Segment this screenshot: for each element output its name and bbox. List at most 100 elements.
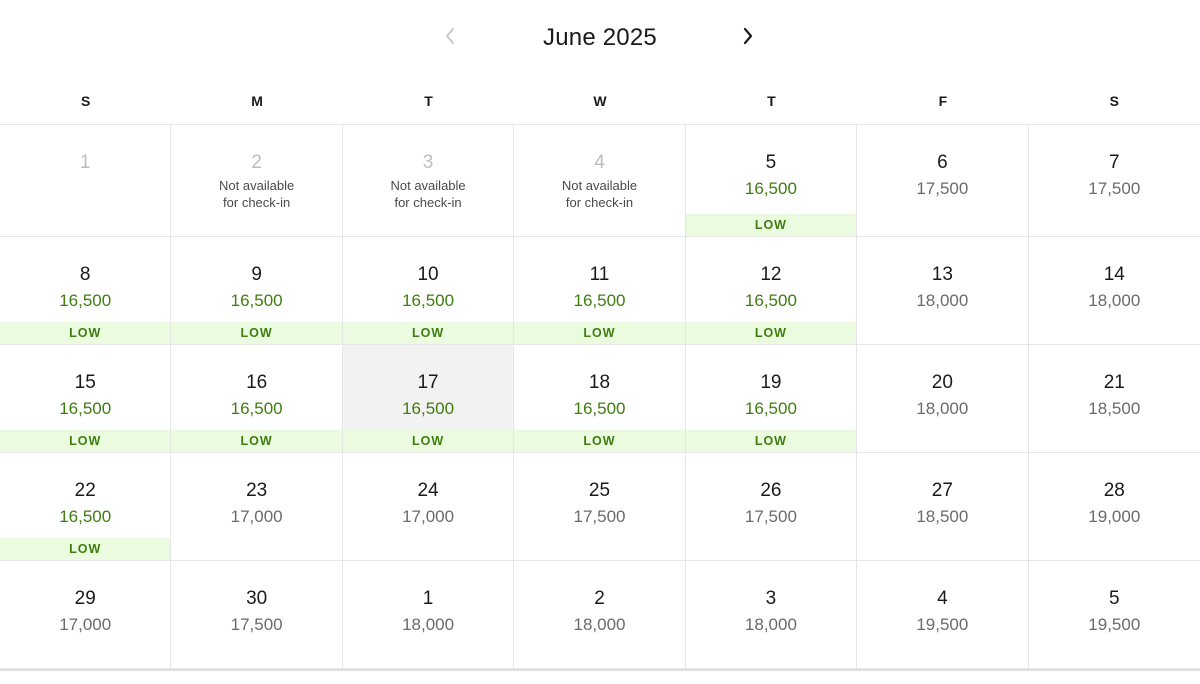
calendar-day-cell[interactable]: 6 17,500 bbox=[857, 125, 1029, 237]
calendar-day-cell[interactable]: 2 18,000 bbox=[514, 561, 686, 669]
calendar-week-row: 15 16,500 LOW 16 16,500 LOW 17 16,500 LOW 18 16,50… bbox=[0, 345, 1200, 453]
availability-note: Not available for check-in bbox=[561, 178, 638, 210]
calendar-day-cell[interactable]: 15 16,500 LOW bbox=[0, 345, 172, 453]
availability-note: Not available for check-in bbox=[219, 178, 295, 210]
calendar-day-cell[interactable]: 11 16,500 LOW bbox=[514, 237, 686, 345]
calendar-day-cell[interactable]: 19 16,500 LOW bbox=[685, 345, 858, 453]
calendar-day-cell[interactable]: 5 16,500 LOW bbox=[685, 125, 858, 237]
day-price: 16,500 bbox=[230, 399, 283, 418]
day-number: 25 bbox=[588, 480, 611, 501]
day-number: 30 bbox=[246, 588, 268, 609]
calendar-day-cell[interactable]: 10 16,500 LOW bbox=[342, 237, 515, 345]
calendar-day-cell[interactable]: 23 17,000 bbox=[171, 453, 343, 561]
day-price: 18,000 bbox=[573, 615, 626, 634]
day-price: 16,500 bbox=[59, 399, 112, 418]
calendar-day-cell[interactable]: 26 17,500 bbox=[685, 453, 858, 561]
day-price: 16,500 bbox=[230, 291, 283, 310]
calendar-day-cell[interactable]: 12 16,500 LOW bbox=[685, 237, 858, 345]
low-price-badge: LOW bbox=[0, 430, 171, 452]
calendar-day-cell[interactable]: 25 17,500 bbox=[514, 453, 686, 561]
day-number: 2 bbox=[251, 152, 262, 173]
low-price-badge: LOW bbox=[685, 322, 857, 344]
day-price: 16,500 bbox=[573, 399, 626, 418]
day-price: 16,500 bbox=[744, 399, 797, 418]
calendar-day-cell[interactable]: 30 17,500 bbox=[171, 561, 343, 669]
day-price: 16,500 bbox=[402, 399, 455, 418]
calendar-day-cell[interactable]: 4 19,500 bbox=[857, 561, 1029, 669]
low-price-badge: LOW bbox=[0, 538, 171, 560]
day-number: 20 bbox=[931, 372, 953, 393]
calendar-day-cell[interactable]: 9 16,500 LOW bbox=[171, 237, 343, 345]
day-number: 21 bbox=[1103, 372, 1125, 393]
calendar-day-cell[interactable]: 8 16,500 LOW bbox=[0, 237, 172, 345]
day-number: 16 bbox=[246, 372, 268, 393]
calendar-day-cell[interactable]: 24 17,000 bbox=[342, 453, 515, 561]
weekday-label: W bbox=[593, 93, 607, 109]
calendar-week-row: 8 16,500 LOW 9 16,500 LOW 10 16,500 LOW 11 16,500 L… bbox=[0, 237, 1200, 345]
calendar-week-row: 1 2 Not available for check-in 3 Not availab… bbox=[0, 125, 1200, 237]
calendar-day-cell[interactable]: 27 18,500 bbox=[857, 453, 1029, 561]
calendar-day-cell: 1 bbox=[0, 125, 172, 237]
month-title: June 2025 bbox=[543, 24, 657, 51]
day-number: 14 bbox=[1103, 264, 1125, 285]
day-price: 16,500 bbox=[59, 291, 112, 310]
day-number: 26 bbox=[760, 480, 782, 501]
calendar-day-cell: 2 Not available for check-in bbox=[171, 125, 343, 237]
calendar-day-cell[interactable]: 20 18,000 bbox=[857, 345, 1029, 453]
day-number: 7 bbox=[1108, 152, 1120, 173]
day-number: 5 bbox=[1108, 588, 1120, 609]
day-number: 28 bbox=[1103, 480, 1125, 501]
day-number: 6 bbox=[937, 152, 948, 173]
weekday-header-row: S M T W T F S bbox=[0, 76, 1200, 125]
low-price-badge: LOW bbox=[685, 214, 857, 236]
calendar-day-cell[interactable]: 22 16,500 LOW bbox=[0, 453, 172, 561]
day-price: 17,500 bbox=[744, 507, 797, 526]
day-number: 24 bbox=[417, 480, 439, 501]
calendar-day-cell[interactable]: 14 18,000 bbox=[1028, 237, 1200, 345]
day-price: 18,500 bbox=[1088, 399, 1141, 418]
calendar-grid: 1 2 Not available for check-in 3 Not availab… bbox=[0, 125, 1200, 669]
day-number: 12 bbox=[760, 264, 782, 285]
day-number: 2 bbox=[594, 588, 605, 609]
previous-month-button[interactable] bbox=[436, 22, 464, 50]
next-month-button[interactable] bbox=[734, 22, 762, 50]
weekday-label: T bbox=[767, 93, 776, 109]
calendar-day-cell[interactable]: 3 18,000 bbox=[685, 561, 858, 669]
day-number: 11 bbox=[589, 264, 610, 285]
day-price: 16,500 bbox=[744, 179, 797, 198]
day-price: 17,500 bbox=[916, 179, 969, 198]
calendar-day-cell[interactable]: 29 17,000 bbox=[0, 561, 172, 669]
day-number: 19 bbox=[760, 372, 782, 393]
calendar-bottom-divider bbox=[0, 669, 1200, 671]
day-price: 18,000 bbox=[744, 615, 797, 634]
calendar-day-cell[interactable]: 28 19,000 bbox=[1028, 453, 1200, 561]
day-price: 18,000 bbox=[402, 615, 455, 634]
calendar-day-cell[interactable]: 13 18,000 bbox=[857, 237, 1029, 345]
day-price: 16,500 bbox=[744, 291, 797, 310]
day-price: 16,500 bbox=[402, 291, 455, 310]
calendar-day-cell[interactable]: 5 19,500 bbox=[1028, 561, 1200, 669]
calendar-day-cell[interactable]: 1 18,000 bbox=[342, 561, 515, 669]
day-price: 19,500 bbox=[1088, 615, 1141, 634]
day-number: 3 bbox=[422, 152, 434, 173]
chevron-left-icon bbox=[446, 28, 454, 44]
day-price: 17,500 bbox=[573, 507, 626, 526]
day-number: 13 bbox=[931, 264, 953, 285]
calendar-day-cell[interactable]: 18 16,500 LOW bbox=[514, 345, 686, 453]
day-price: 16,500 bbox=[573, 291, 626, 310]
weekday-label: T bbox=[424, 93, 433, 109]
calendar-day-cell[interactable]: 7 17,500 bbox=[1028, 125, 1200, 237]
day-number: 3 bbox=[765, 588, 777, 609]
availability-note: Not available for check-in bbox=[390, 178, 466, 210]
calendar-day-cell[interactable]: 17 16,500 LOW bbox=[342, 345, 515, 453]
day-price: 17,000 bbox=[230, 507, 283, 526]
day-price: 18,500 bbox=[916, 507, 969, 526]
calendar-week-row: 29 17,000 30 17,500 1 18,000 2 18,000 3 18,000 4 19… bbox=[0, 561, 1200, 669]
calendar-day-cell[interactable]: 21 18,500 bbox=[1028, 345, 1200, 453]
day-number: 9 bbox=[251, 264, 262, 285]
calendar-day-cell: 4 Not available for check-in bbox=[514, 125, 686, 237]
calendar-day-cell[interactable]: 16 16,500 LOW bbox=[171, 345, 343, 453]
day-price: 17,500 bbox=[230, 615, 283, 634]
day-number: 23 bbox=[246, 480, 268, 501]
day-number: 15 bbox=[74, 372, 96, 393]
